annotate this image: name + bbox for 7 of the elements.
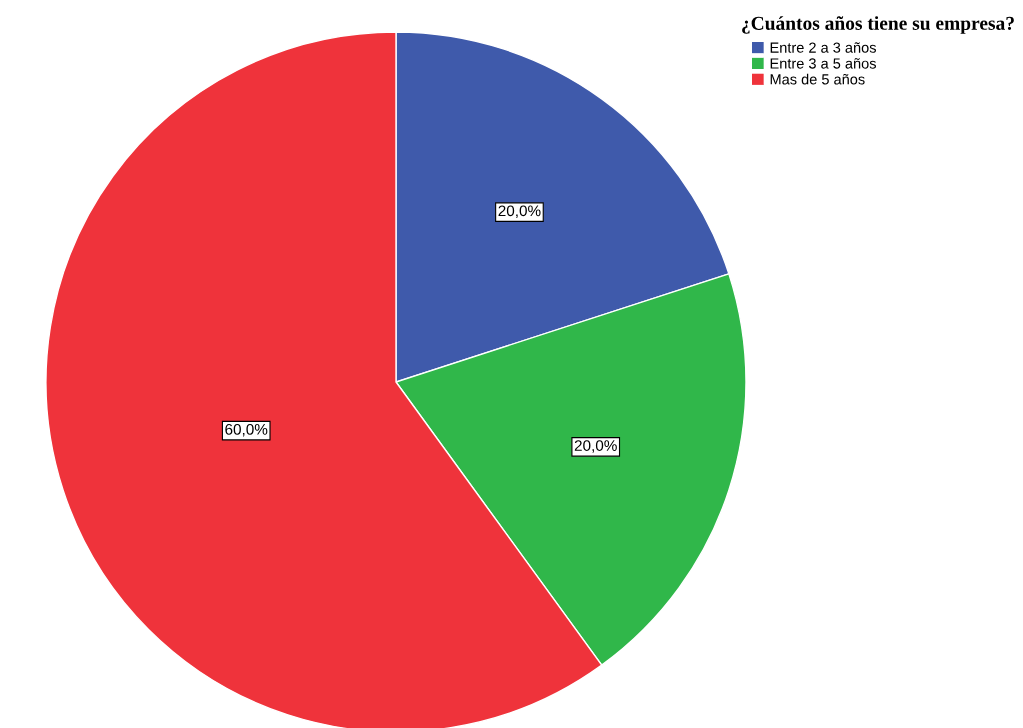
legend-label: Entre 3 a 5 años <box>770 58 876 69</box>
legend-label: Entre 2 a 3 años <box>770 42 876 53</box>
chart-title: ¿Cuántos años tiene su empresa? <box>742 16 1014 34</box>
data-label: 20,0% <box>498 205 541 219</box>
data-label: 60,0% <box>225 423 268 437</box>
legend-label: Mas de 5 años <box>770 73 865 85</box>
data-label: 20,0% <box>574 440 617 453</box>
